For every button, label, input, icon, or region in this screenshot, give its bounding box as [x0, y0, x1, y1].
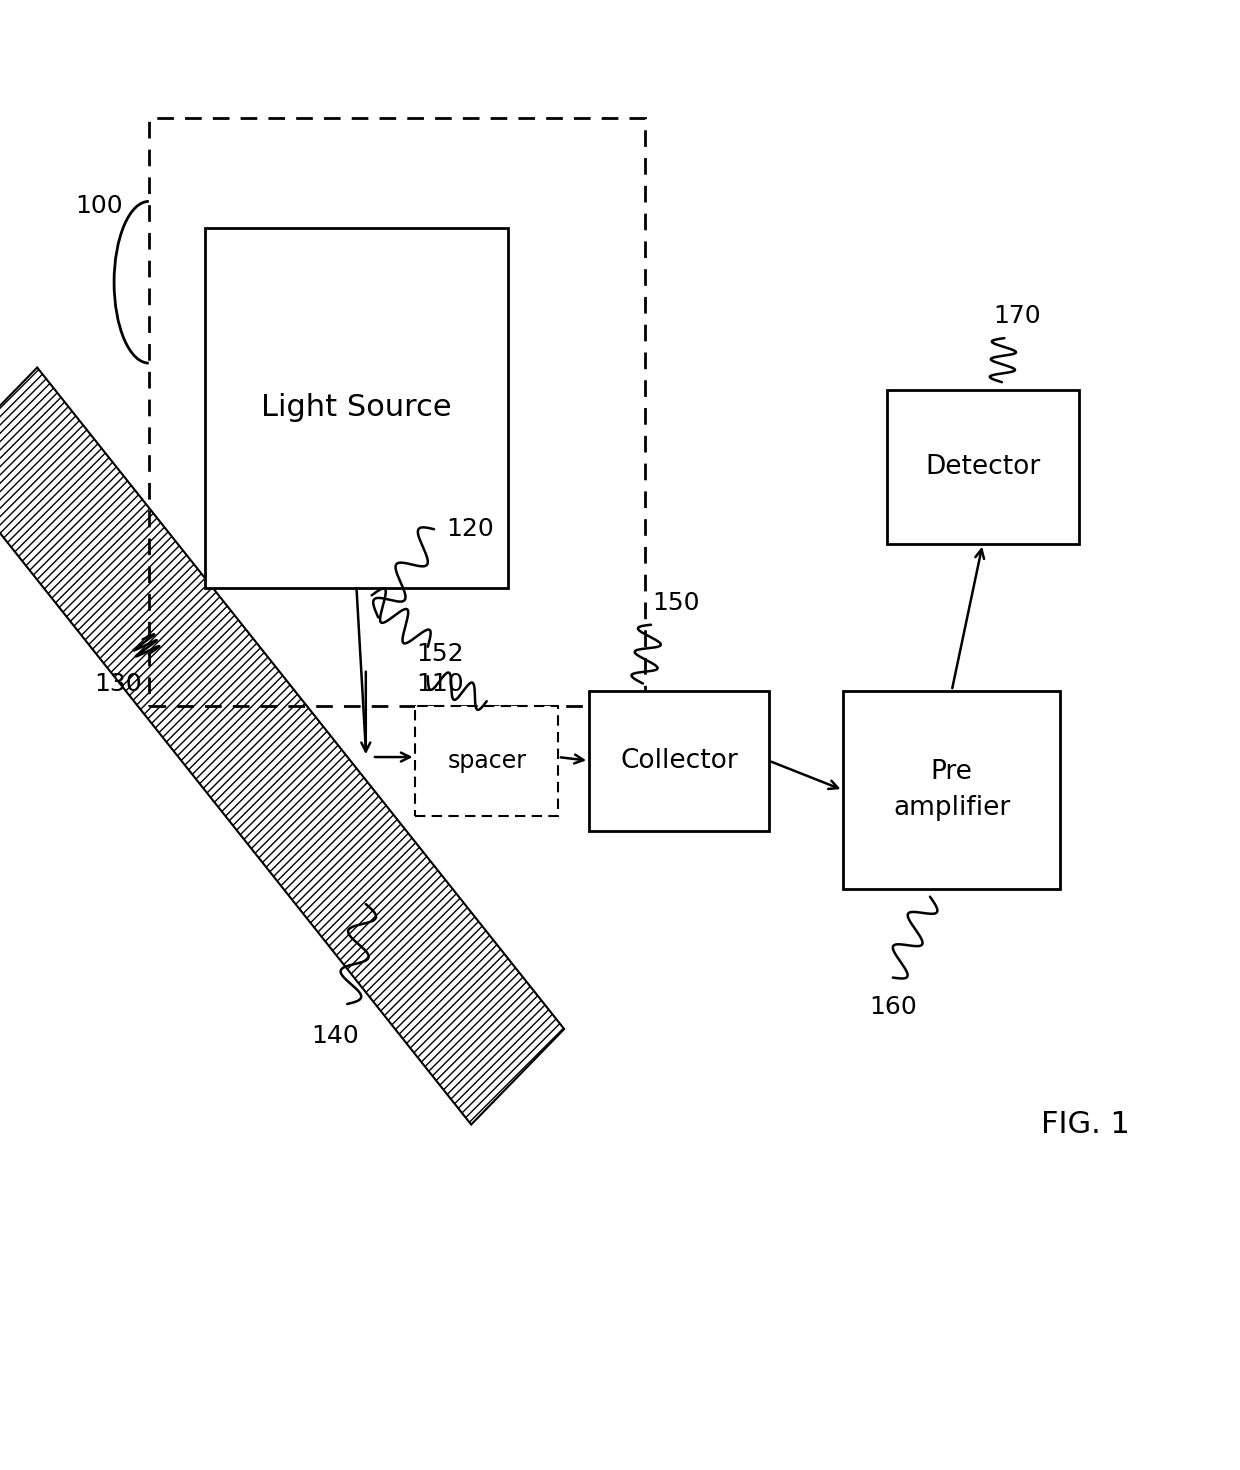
- Text: 170: 170: [993, 304, 1040, 328]
- Bar: [205, 228, 508, 588]
- Text: Pre
amplifier: Pre amplifier: [893, 759, 1011, 822]
- Bar: [415, 706, 558, 816]
- Text: 150: 150: [652, 591, 699, 614]
- Text: Collector: Collector: [620, 748, 738, 773]
- Text: 152: 152: [417, 642, 464, 666]
- Bar: [887, 390, 1079, 544]
- Text: Detector: Detector: [925, 454, 1040, 479]
- Text: spacer: spacer: [448, 748, 526, 773]
- Text: 110: 110: [417, 672, 464, 695]
- Bar: [843, 691, 1060, 889]
- Text: 140: 140: [311, 1025, 358, 1048]
- Text: 100: 100: [76, 194, 123, 218]
- Bar: [149, 118, 645, 706]
- Text: 160: 160: [869, 995, 916, 1019]
- Text: 120: 120: [446, 517, 495, 541]
- Text: FIG. 1: FIG. 1: [1040, 1110, 1130, 1139]
- Text: 130: 130: [94, 672, 141, 695]
- Text: Light Source: Light Source: [262, 394, 451, 422]
- Polygon shape: [0, 368, 564, 1125]
- Bar: [589, 691, 769, 831]
